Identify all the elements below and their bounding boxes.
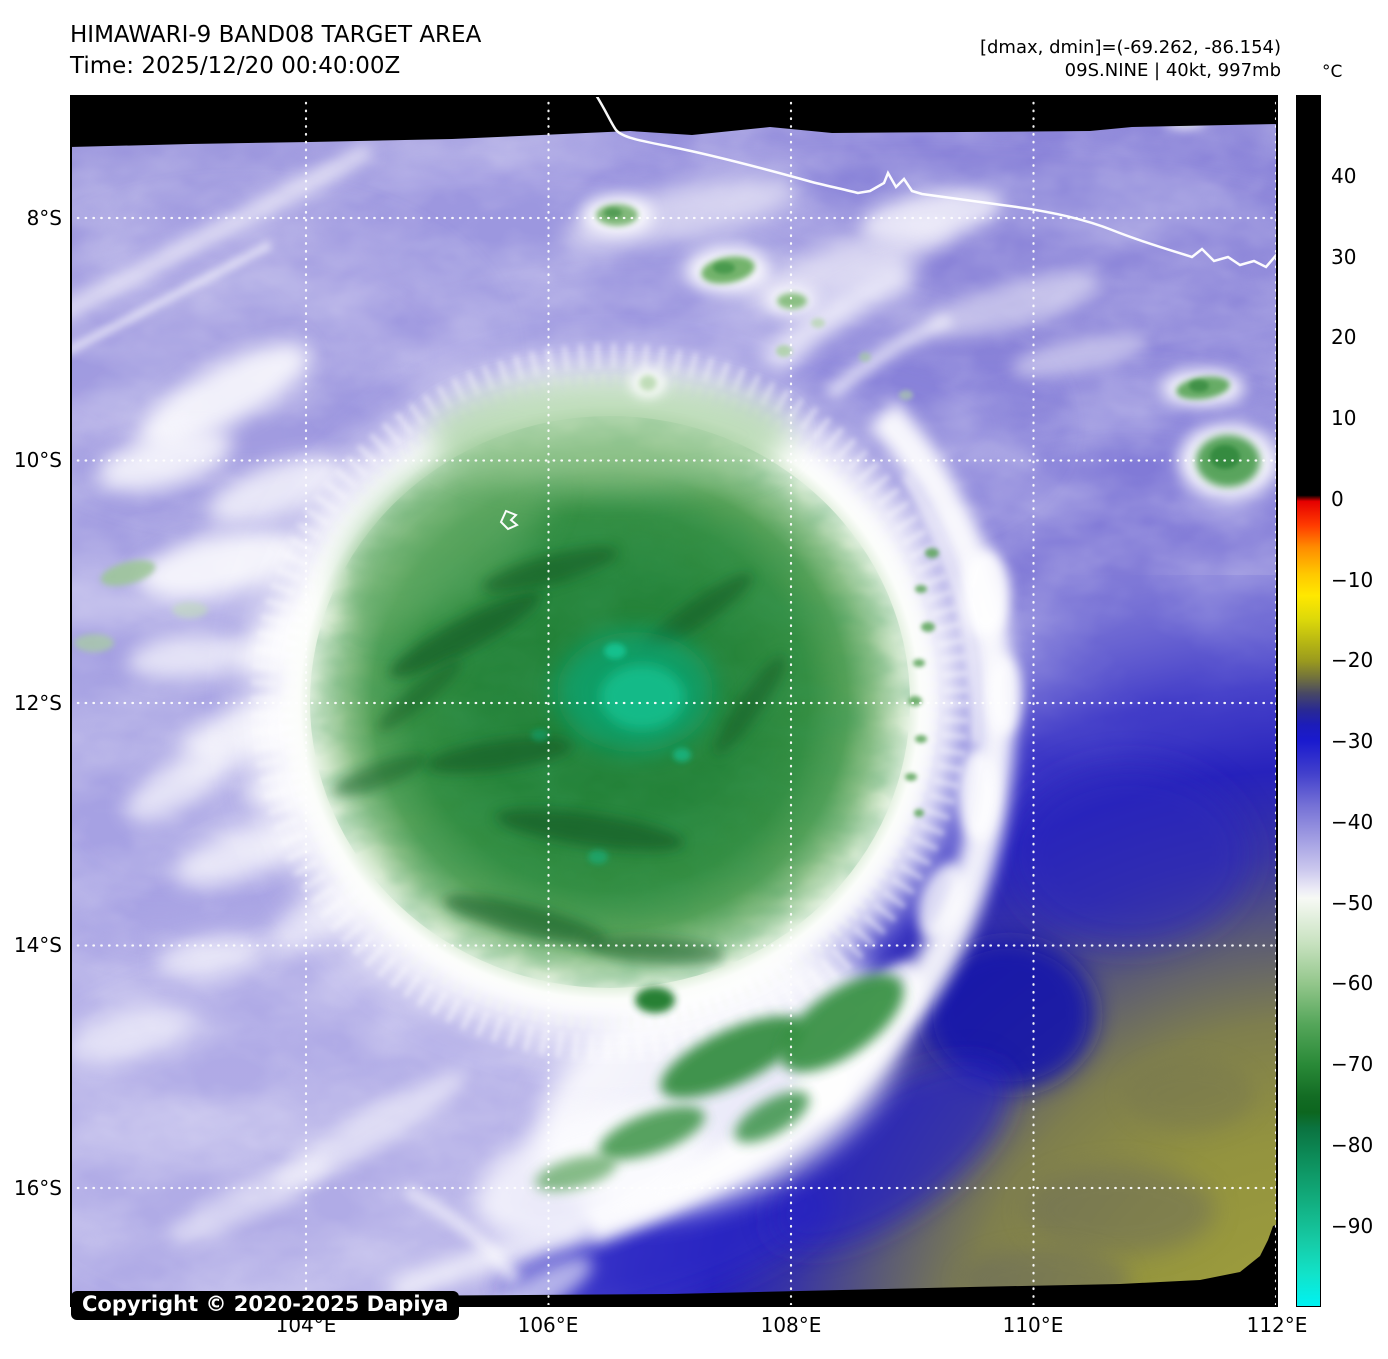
colorbar-tick-label: −60 — [1331, 971, 1374, 995]
southern-band-convection — [535, 368, 904, 1192]
island-outline — [499, 509, 519, 531]
map-frame — [70, 95, 1278, 1307]
cyclone — [251, 343, 969, 1061]
colorbar — [1296, 95, 1321, 1307]
colorbar-tick-label: −40 — [1331, 810, 1374, 834]
lon-axis-label: 108°E — [760, 1313, 822, 1337]
lon-axis-label: 110°E — [1002, 1313, 1064, 1337]
info-block: [dmax, dmin]=(-69.262, -86.154) 09S.NINE… — [980, 36, 1281, 82]
colorbar-tick-label: −10 — [1331, 568, 1374, 592]
storm-info-label: 09S.NINE | 40kt, 997mb — [1064, 60, 1281, 81]
colorbar-tick-label: −80 — [1331, 1133, 1374, 1157]
colorbar-tick-label: 20 — [1331, 325, 1357, 349]
lon-axis-label: 112°E — [1246, 1313, 1308, 1337]
colorbar-tick-label: 10 — [1331, 406, 1357, 430]
lat-axis-label: 8°S — [26, 206, 62, 230]
colorbar-tick-label: −70 — [1331, 1052, 1374, 1076]
colorbar-unit-label: °C — [1322, 62, 1343, 82]
lat-axis-label: 14°S — [13, 933, 62, 957]
coastline — [499, 95, 1278, 531]
cloud-bands — [70, 142, 1149, 1307]
dmax-dmin-label: [dmax, dmin]=(-69.262, -86.154) — [979, 37, 1281, 58]
colorbar-tick-label: 0 — [1331, 487, 1344, 511]
lat-axis-label: 16°S — [13, 1176, 62, 1200]
colorbar-tick-label: 30 — [1331, 245, 1357, 269]
colorbar-tick-label: −20 — [1331, 648, 1374, 672]
colorbar-tick-label: −90 — [1331, 1214, 1374, 1238]
colorbar-tick-label: −30 — [1331, 729, 1374, 753]
page-title: HIMAWARI-9 BAND08 TARGET AREA — [70, 22, 482, 48]
colorbar-tick-label: 40 — [1331, 164, 1357, 188]
lat-axis-label: 12°S — [13, 691, 62, 715]
lat-axis-label: 10°S — [13, 448, 62, 472]
colorbar-tick-label: −50 — [1331, 891, 1374, 915]
lon-axis-label: 106°E — [517, 1313, 579, 1337]
satellite-map — [70, 95, 1278, 1307]
copyright-badge: Copyright © 2020-2025 Dapiya — [71, 1291, 460, 1320]
time-label: Time: 2025/12/20 00:40:00Z — [70, 53, 401, 79]
